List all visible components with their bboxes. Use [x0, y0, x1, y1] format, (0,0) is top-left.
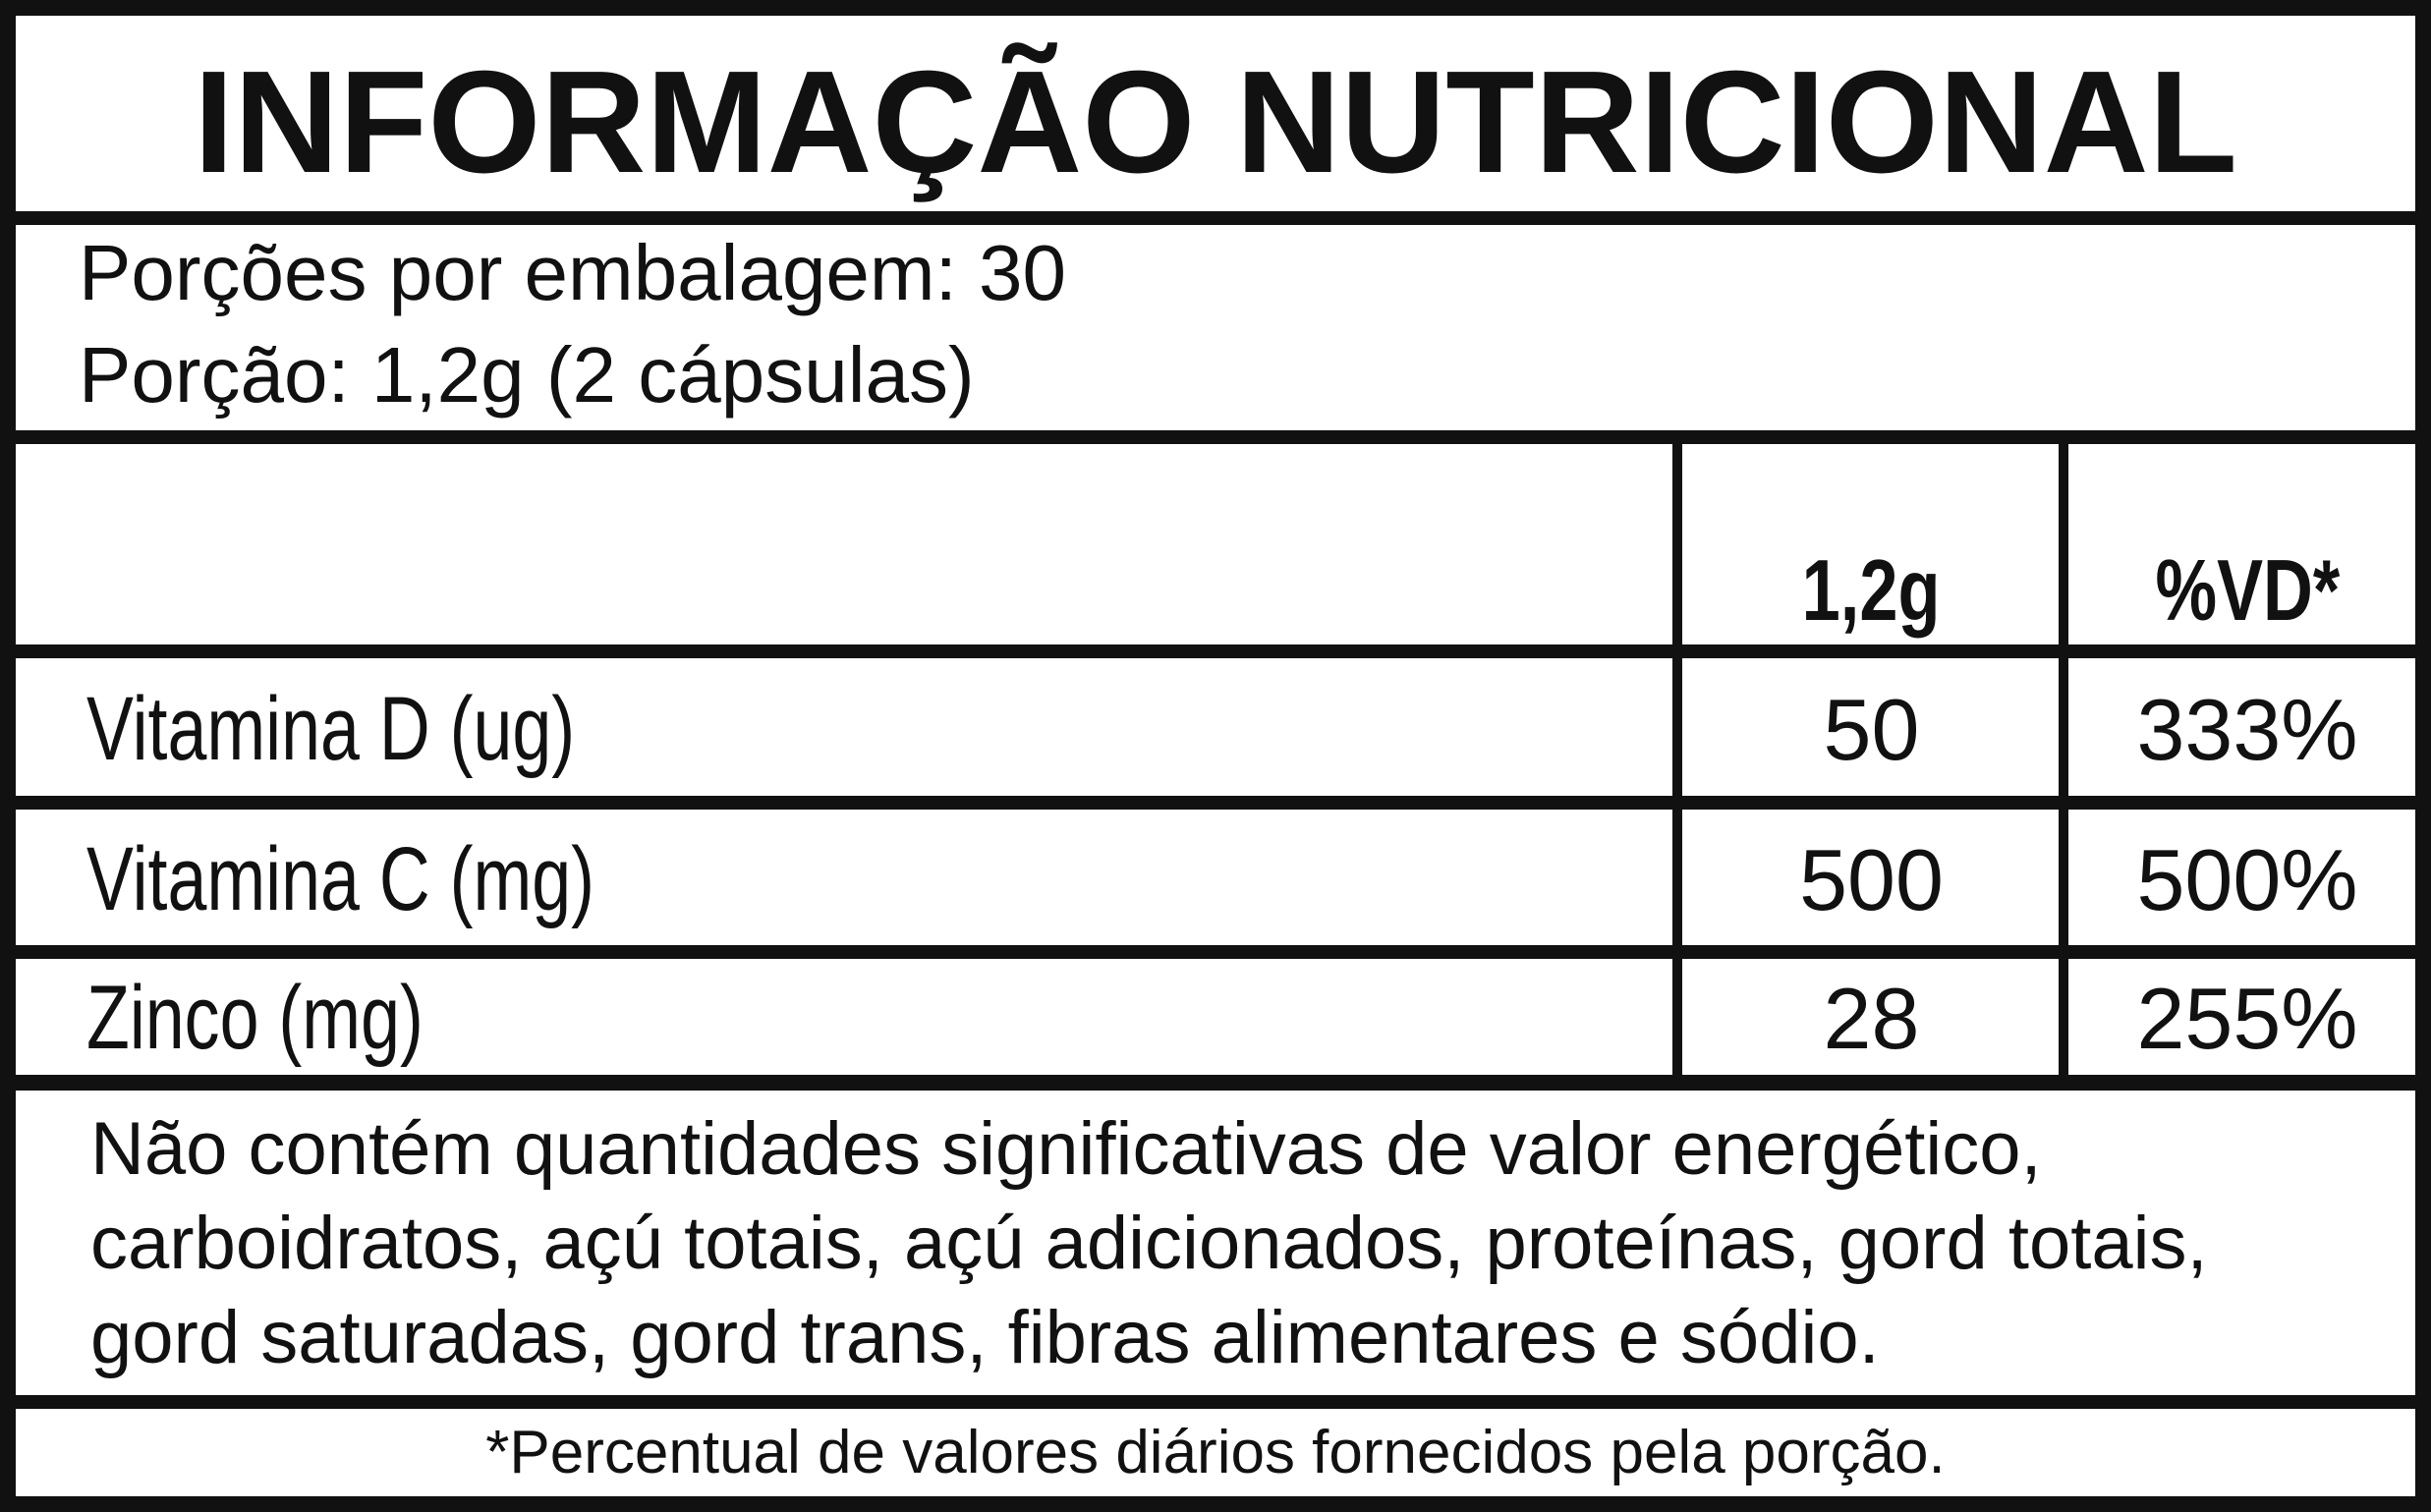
nutrient-amount: 50: [1823, 681, 1920, 778]
serving-size: Porção: 1,2g (2 cápsulas): [79, 331, 975, 419]
column-divider: [2059, 437, 2068, 1082]
header-amount: 1,2g: [1802, 541, 1941, 639]
note-line: Não contém quantidades significativas de…: [90, 1107, 2042, 1191]
divider: [0, 1395, 2431, 1409]
nutrient-name: Zinco (mg): [86, 968, 424, 1068]
divider: [0, 945, 2431, 959]
column-divider: [1672, 437, 1682, 1082]
border-right: [2415, 0, 2431, 1512]
divider: [0, 644, 2431, 658]
divider: [0, 211, 2431, 225]
servings-per-package: Porções por embalagem: 30: [79, 229, 1066, 316]
footnote: *Percentual de valores diários fornecido…: [485, 1419, 1946, 1486]
header-dv: %VD*: [2155, 541, 2340, 639]
nutrient-amount: 500: [1799, 831, 1944, 928]
divider: [0, 796, 2431, 810]
nutrient-amount: 28: [1823, 970, 1920, 1067]
note-line: carboidratos, açú totais, açú adicionado…: [90, 1202, 2208, 1285]
border-left: [0, 0, 16, 1512]
border-bottom: [0, 1496, 2431, 1512]
border-top: [0, 0, 2431, 16]
nutrient-dv: 500%: [2136, 831, 2358, 928]
divider: [0, 1075, 2431, 1091]
nutrient-name: Vitamina D (ug): [86, 679, 576, 779]
nutrient-dv: 255%: [2136, 970, 2358, 1067]
note-line: gord saturadas, gord trans, fibras alime…: [90, 1296, 1880, 1379]
nutrient-dv: 333%: [2136, 681, 2358, 778]
label-title: INFORMAÇÃO NUTRICIONAL: [193, 41, 2238, 203]
divider: [0, 430, 2431, 444]
nutrient-name: Vitamina C (mg): [86, 829, 595, 929]
